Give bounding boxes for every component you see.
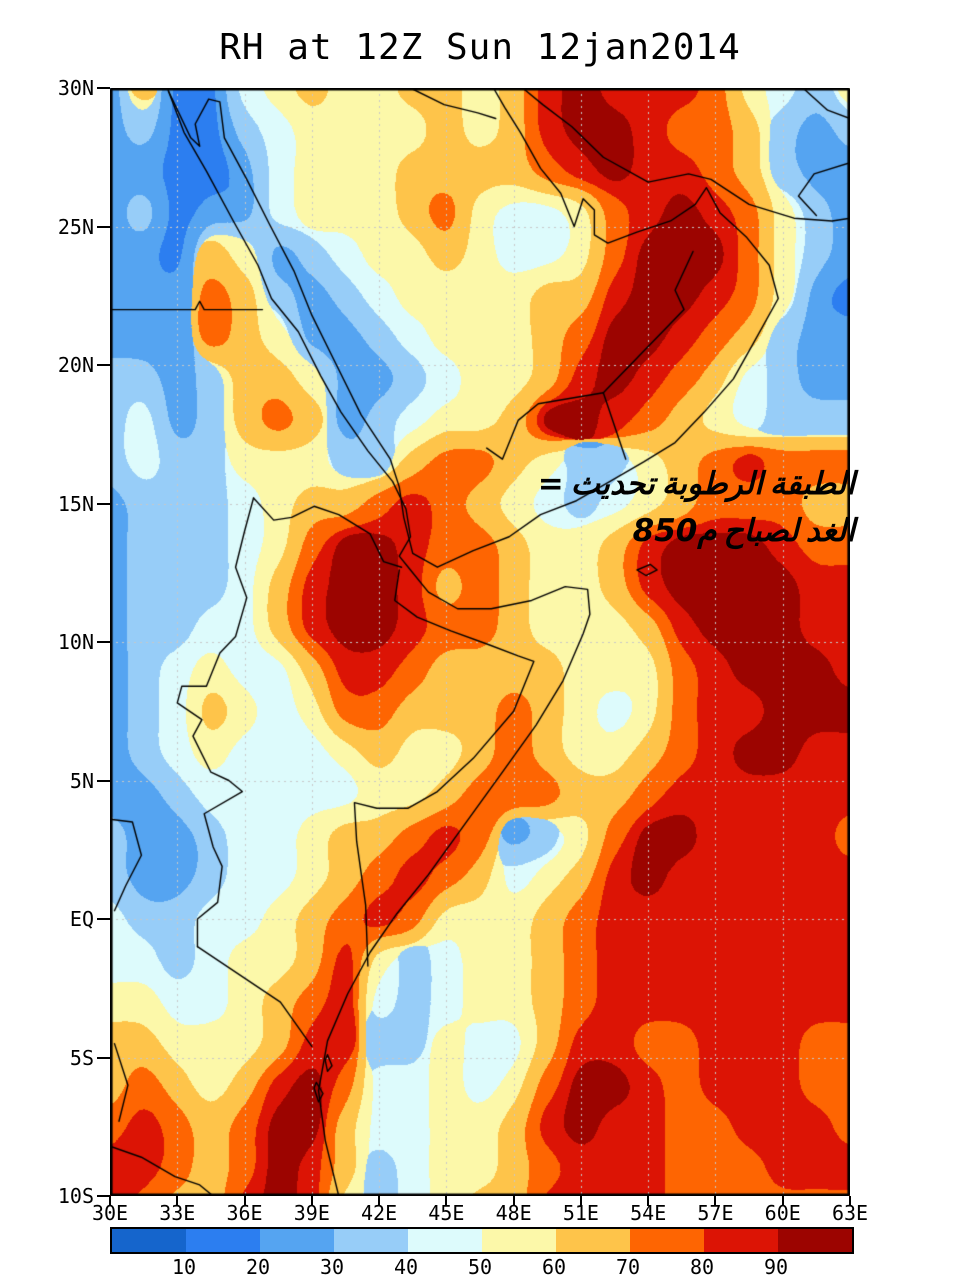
chart-title: RH at 12Z Sun 12jan2014	[219, 27, 741, 68]
lon-tick	[445, 1196, 448, 1206]
lon-label: 60E	[764, 1201, 801, 1225]
colorbar-segment	[408, 1229, 482, 1252]
colorbar-label: 10	[171, 1255, 197, 1279]
lat-tick	[97, 641, 110, 643]
lon-label: 42E	[361, 1201, 398, 1225]
colorbar-label: 70	[615, 1255, 641, 1279]
lat-label: 30N	[57, 76, 94, 100]
lon-tick	[579, 1196, 582, 1206]
lat-tick	[97, 87, 110, 89]
lon-tick	[109, 1196, 111, 1206]
lon-label: 30E	[91, 1201, 129, 1225]
colorbar-segment	[482, 1229, 556, 1252]
lat-tick	[97, 225, 110, 228]
lon-tick	[243, 1196, 246, 1206]
lon-label: 39E	[293, 1201, 330, 1225]
colorbar-segment	[556, 1229, 630, 1252]
lon-label: 54E	[630, 1201, 667, 1225]
colorbar-segment	[630, 1229, 704, 1252]
colorbar-label: 80	[689, 1255, 715, 1279]
lon-label: 63E	[831, 1201, 869, 1225]
lat-tick	[97, 1195, 110, 1197]
colorbar-segment	[334, 1229, 408, 1252]
annotation-line: 850م لصباح الغد	[538, 508, 855, 555]
lat-label: EQ	[69, 907, 94, 931]
map-plot-area	[110, 88, 850, 1196]
colorbar-segment	[704, 1229, 778, 1252]
lon-tick	[647, 1196, 650, 1206]
lat-tick	[97, 779, 110, 782]
annotation-word: لصباح	[723, 513, 799, 549]
lat-tick	[97, 1056, 110, 1059]
lon-label: 48E	[495, 1201, 532, 1225]
colorbar-label: 90	[763, 1255, 789, 1279]
lon-tick	[512, 1196, 515, 1206]
annotation-word: الطبقة	[769, 466, 855, 502]
lat-tick	[97, 364, 110, 366]
lon-label: 36E	[226, 1201, 263, 1225]
lat-label: 10S	[57, 1184, 94, 1208]
lon-tick	[176, 1196, 179, 1206]
lat-tick	[97, 918, 110, 920]
lon-label: 45E	[428, 1201, 465, 1225]
lon-tick	[310, 1196, 313, 1206]
annotation-word: الغد	[805, 513, 855, 549]
colorbar-segment	[778, 1229, 852, 1252]
rh-map-canvas	[110, 88, 850, 1196]
lon-tick	[849, 1196, 851, 1206]
lon-tick	[714, 1196, 717, 1206]
annotation-line: = تحديث الرطوبة الطبقة	[538, 461, 855, 508]
lon-label: 57E	[697, 1201, 734, 1225]
colorbar-label: 60	[541, 1255, 567, 1279]
lon-label: 51E	[562, 1201, 599, 1225]
colorbar-segment	[112, 1229, 186, 1252]
colorbar-label: 40	[393, 1255, 419, 1279]
lat-label: 5S	[69, 1045, 94, 1070]
colorbar-label: 50	[467, 1255, 493, 1279]
colorbar-segment	[186, 1229, 260, 1252]
colorbar-label: 30	[319, 1255, 345, 1279]
colorbar-segment	[260, 1229, 334, 1252]
lat-label: 25N	[57, 214, 94, 239]
lat-label: 5N	[69, 768, 94, 793]
lon-tick	[378, 1196, 381, 1206]
lat-tick	[97, 502, 110, 505]
colorbar-label: 20	[245, 1255, 271, 1279]
annotation-word: الرطوبة	[661, 466, 763, 502]
lat-label: 15N	[57, 491, 94, 516]
colorbar	[110, 1227, 854, 1254]
annotation-word: =	[537, 466, 564, 502]
annotation-word: 850م	[632, 513, 717, 549]
annotation-word: تحديث	[570, 466, 655, 502]
arabic-annotation: = تحديث الرطوبة الطبقة 850م لصباح الغد	[538, 461, 855, 555]
lon-tick	[781, 1196, 784, 1206]
lat-label: 10N	[57, 630, 94, 654]
lat-label: 20N	[57, 353, 94, 377]
lon-label: 33E	[159, 1201, 196, 1225]
